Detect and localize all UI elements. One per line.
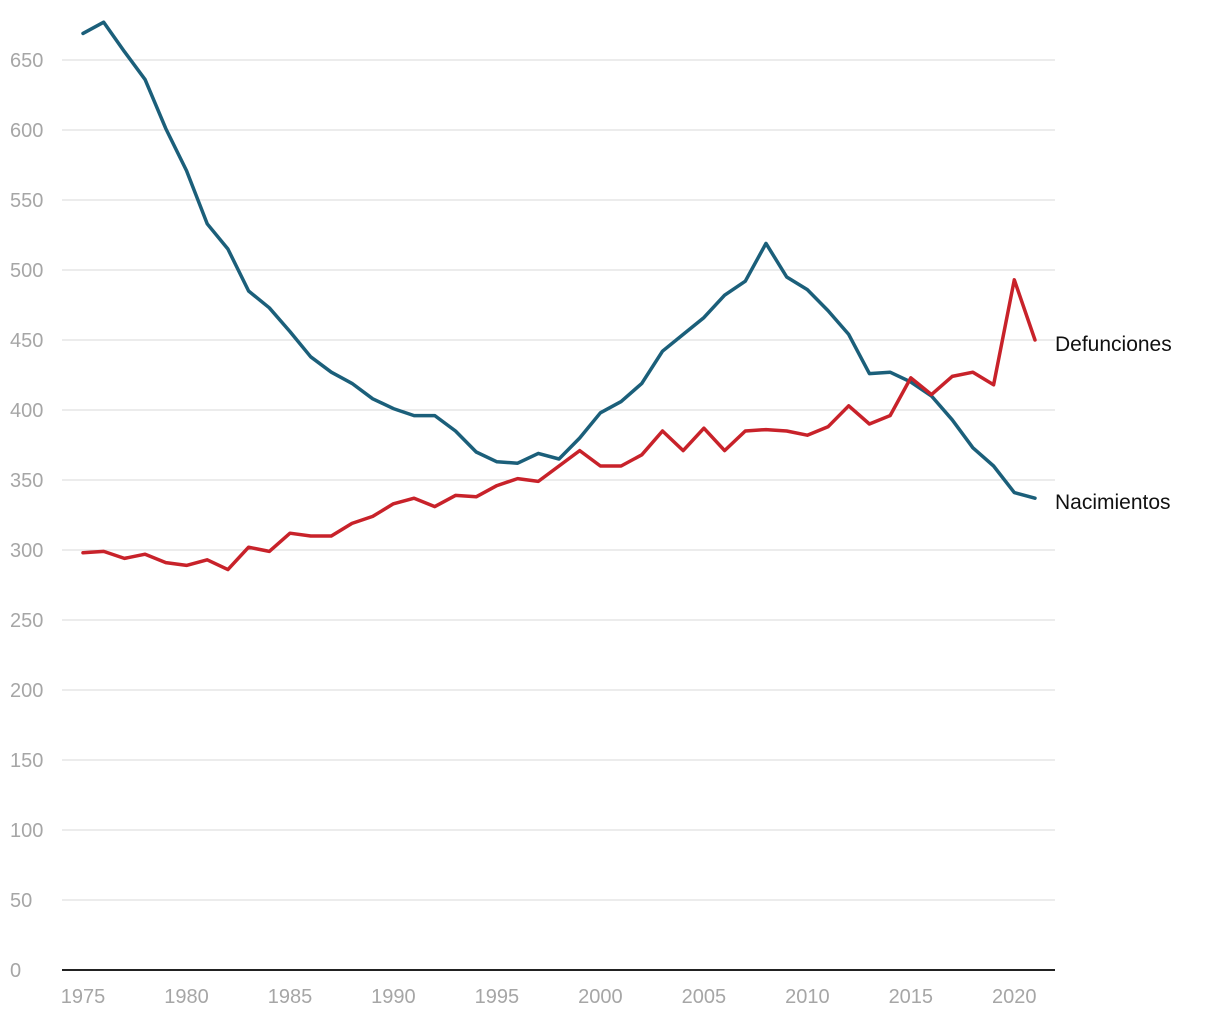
x-tick-label: 1995 (475, 986, 520, 1008)
x-tick-label: 2020 (992, 986, 1037, 1008)
y-tick-label: 600 (10, 120, 43, 142)
y-tick-label: 100 (10, 820, 43, 842)
y-tick-label: 150 (10, 750, 43, 772)
x-tick-label: 2005 (682, 986, 727, 1008)
series-line-defunciones (81, 278, 1037, 572)
y-tick-label: 450 (10, 330, 43, 352)
y-tick-label: 0 (10, 960, 21, 982)
series-label-defunciones: Defunciones (1055, 333, 1172, 356)
y-tick-label: 250 (10, 610, 43, 632)
x-tick-label: 1975 (61, 986, 106, 1008)
x-tick-label: 2010 (785, 986, 830, 1008)
y-tick-label: 650 (10, 50, 43, 72)
y-tick-label: 200 (10, 680, 43, 702)
x-tick-label: 2015 (889, 986, 934, 1008)
x-tick-label: 1980 (164, 986, 209, 1008)
y-tick-label: 550 (10, 190, 43, 212)
y-tick-label: 300 (10, 540, 43, 562)
x-tick-label: 1985 (268, 986, 313, 1008)
y-tick-label: 50 (10, 890, 32, 912)
x-tick-label: 2000 (578, 986, 623, 1008)
series-label-nacimientos: Nacimientos (1055, 491, 1171, 514)
gridlines (62, 59, 1055, 901)
series-end-labels: Nacimientos Defunciones (1055, 333, 1172, 514)
x-tick-label: 1990 (371, 986, 416, 1008)
series-lines (81, 20, 1037, 572)
x-axis-tick-labels: 1975 1980 1985 1990 1995 2000 2005 2010 2015 2020 (61, 986, 1037, 1008)
y-tick-label: 350 (10, 470, 43, 492)
y-axis-tick-labels: 0 50 100 150 200 250 300 350 400 450 500 550 600 650 (10, 50, 43, 982)
y-tick-label: 500 (10, 260, 43, 282)
series-line-nacimientos (81, 20, 1037, 500)
y-tick-label: 400 (10, 400, 43, 422)
